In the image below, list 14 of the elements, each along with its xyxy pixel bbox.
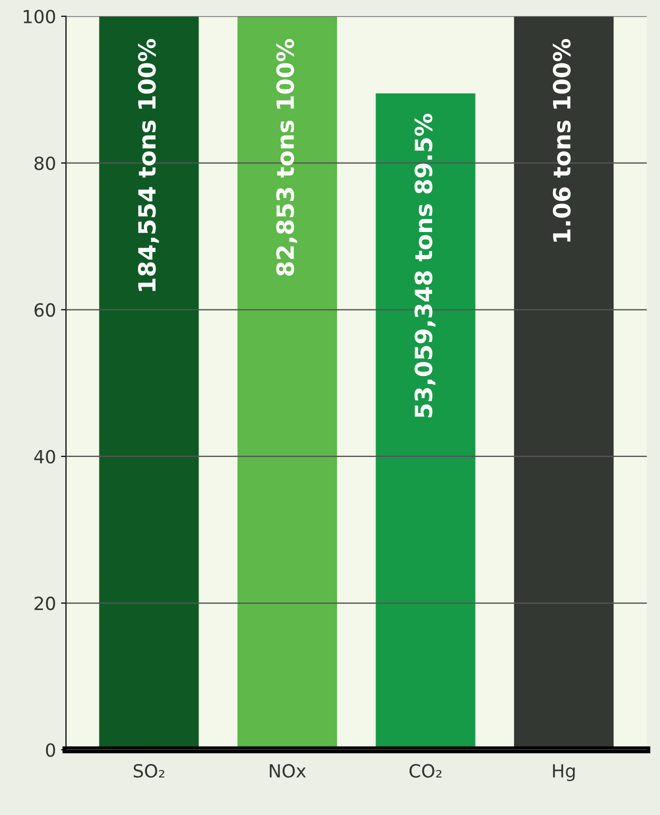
y-tick-label: 20 <box>34 596 56 610</box>
data-label: 53,059,348 tons 89.5% <box>414 114 436 418</box>
y-tick-label: 80 <box>34 156 56 170</box>
data-label: 1.06 tons 100% <box>552 39 571 242</box>
y-tick-label: 60 <box>34 303 56 317</box>
y-tick-label: 100 <box>24 10 56 24</box>
y-tick-label: 0 <box>46 743 56 757</box>
data-label: 184,554 tons 100% <box>138 39 159 291</box>
x-tick-label: NOx <box>270 764 306 778</box>
y-tick-label: 40 <box>34 450 56 464</box>
x-tick-label: Hg <box>553 764 575 782</box>
x-tick-label: SO₂ <box>134 764 164 778</box>
data-label: 82,853 tons 100% <box>276 39 298 276</box>
x-tick-label: CO₂ <box>410 764 442 778</box>
